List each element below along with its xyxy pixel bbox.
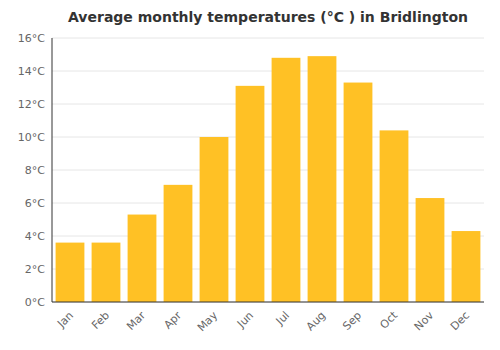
y-tick-label: 16°C [18,32,45,45]
y-tick-label: 4°C [25,230,45,243]
grid-line [52,104,484,105]
y-axis-line [52,38,53,302]
grid-line [52,170,484,171]
y-tick-label: 0°C [25,296,45,309]
y-tick-labels: 0°C 2°C 4°C 6°C 8°C 10°C 12°C 14°C 16°C [18,32,45,309]
x-tick-label: Feb [89,309,112,332]
bar [56,243,85,302]
x-tick-label: Sep [340,309,364,333]
x-tick-label: Aug [304,309,328,333]
y-tick-label: 6°C [25,197,45,210]
x-tick-label: Mar [124,309,148,333]
bar [272,58,301,302]
x-tick-label: Jun [234,309,256,331]
y-tick-label: 2°C [25,263,45,276]
bar [128,215,157,302]
bar [92,243,121,302]
y-tick-label: 12°C [18,98,45,111]
bars [56,56,481,302]
y-tick-label: 14°C [18,65,45,78]
grid-line [52,302,484,303]
grid-line [52,137,484,138]
grid-line [52,38,484,39]
x-tick-label: May [195,309,221,335]
chart-container: Average monthly temperatures (°C ) in Br… [0,0,500,350]
x-axis-line [52,302,484,303]
y-tick-label: 8°C [25,164,45,177]
bar [452,231,481,302]
bar [164,185,193,302]
bar [344,83,373,302]
x-tick-label: Dec [448,309,472,333]
y-tick-label: 10°C [18,131,45,144]
x-tick-label: Nov [412,309,437,334]
bar [380,130,409,302]
chart-svg: Average monthly temperatures (°C ) in Br… [0,0,500,350]
x-tick-label: Apr [161,309,184,332]
x-tick-labels: Jan Feb Mar Apr May Jun Jul Aug Sep Oct Nov Dec [54,308,472,334]
bar [308,56,337,302]
bar [416,198,445,302]
bar [236,86,265,302]
bar [200,137,229,302]
grid-line [52,71,484,72]
y-grid [52,38,484,302]
chart-title: Average monthly temperatures (°C ) in Br… [68,9,468,25]
x-tick-label: Oct [377,308,400,331]
x-tick-label: Jul [273,309,292,328]
x-tick-label: Jan [54,309,76,331]
